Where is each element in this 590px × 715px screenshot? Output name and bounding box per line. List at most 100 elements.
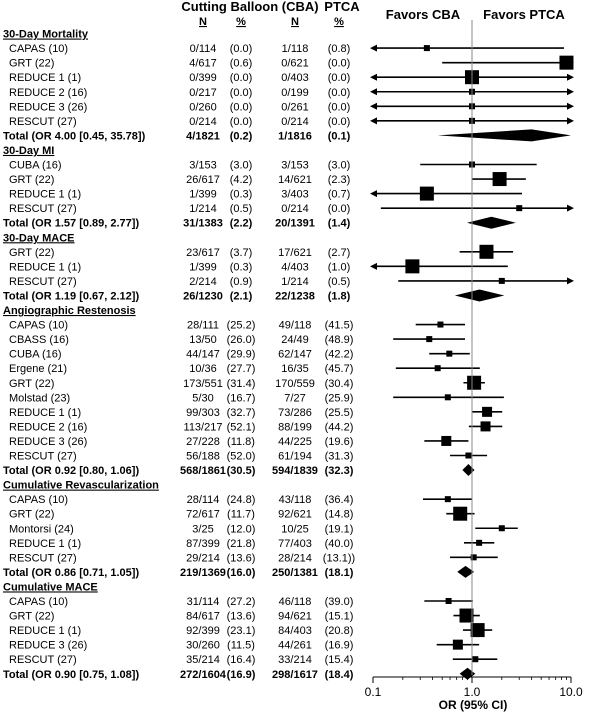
- ptca-percent: (19.1): [325, 523, 354, 535]
- cba-total-events: 568/1861: [180, 465, 226, 477]
- or-point: [405, 259, 420, 274]
- cba-events: 3/25: [192, 523, 213, 535]
- ptca-total-events: 594/1839: [272, 465, 318, 477]
- ptca-percent: (42.2): [325, 349, 354, 361]
- ptca-total-percent: (18.1): [325, 567, 354, 579]
- ptca-pct-header: %: [334, 16, 344, 28]
- cba-total-events: 31/1383: [183, 218, 223, 230]
- ci-arrow-right: [567, 117, 574, 125]
- cba-events: 28/111: [187, 320, 219, 332]
- cba-percent: (4.2): [230, 174, 253, 186]
- cba-percent: (13.6): [227, 552, 256, 564]
- ci-arrow-right: [567, 73, 574, 81]
- ptca-events: 0/621: [281, 58, 309, 70]
- or-point: [459, 608, 474, 623]
- cba-percent: (0.0): [230, 116, 253, 128]
- cba-events: 0/214: [189, 116, 217, 128]
- or-point: [498, 525, 505, 532]
- cba-events: 35/214: [186, 654, 220, 666]
- ptca-percent: (31.3): [325, 451, 354, 463]
- section-title: 30-Day MACE: [3, 232, 75, 244]
- ptca-events: 17/621: [278, 247, 312, 259]
- ptca-events: 3/403: [281, 189, 309, 201]
- cba-events: 4/617: [189, 58, 217, 70]
- ptca-total-percent: (18.4): [325, 669, 354, 681]
- ptca-events: 94/621: [278, 611, 312, 623]
- cba-events: 56/188: [186, 451, 220, 463]
- cba-total-percent: (2.1): [230, 290, 253, 302]
- cba-percent: (11.8): [227, 436, 255, 448]
- cba-total-percent: (30.5): [227, 465, 256, 477]
- cba-percent: (52.1): [227, 421, 256, 433]
- study-label: CUBA (16): [9, 160, 62, 172]
- cba-total-percent: (16.0): [227, 567, 256, 579]
- cba-percent: (27.2): [227, 596, 256, 608]
- cba-percent: (0.3): [230, 261, 253, 273]
- ptca-percent: (0.0): [328, 203, 351, 215]
- cba-percent: (16.4): [227, 654, 256, 666]
- cba-events: 3/153: [189, 160, 217, 172]
- or-point: [452, 639, 463, 650]
- cba-events: 5/30: [192, 392, 213, 404]
- study-label: RESCUT (27): [9, 203, 77, 215]
- cba-percent: (23.1): [227, 625, 256, 637]
- cba-events: 10/36: [189, 363, 217, 375]
- cba-percent: (0.0): [230, 72, 253, 84]
- cba-percent: (29.9): [227, 349, 256, 361]
- ptca-events: 88/199: [278, 421, 312, 433]
- cba-total-percent: (0.2): [230, 130, 253, 142]
- x-axis: 0.1 1.0 10.0: [365, 20, 583, 699]
- ptca-percent: (0.0): [328, 116, 351, 128]
- cba-events: 28/114: [187, 494, 220, 506]
- cba-total-events: 272/1604: [180, 669, 227, 681]
- or-point: [470, 554, 477, 561]
- ptca-events: 62/147: [278, 349, 312, 361]
- total-label: Total (OR 0.92 [0.80, 1.06]): [3, 465, 139, 477]
- ptca-events: 0/214: [281, 116, 309, 128]
- or-point: [476, 539, 483, 546]
- cba-events: 72/617: [186, 509, 220, 521]
- total-label: Total (OR 1.57 [0.89, 2.77]): [3, 218, 139, 230]
- cba-percent: (27.7): [227, 363, 256, 375]
- ptca-percent: (15.4): [325, 654, 354, 666]
- study-label: Montorsi (24): [9, 523, 74, 535]
- study-label: CAPAS (10): [9, 494, 68, 506]
- or-point: [492, 172, 507, 187]
- study-label: REDUCE 2 (16): [9, 87, 87, 99]
- ptca-percent: (0.0): [328, 101, 351, 113]
- or-point: [498, 277, 505, 284]
- ptca-percent: (0.8): [328, 43, 351, 55]
- cba-events: 29/214: [186, 552, 220, 564]
- ptca-events: 28/214: [278, 552, 312, 564]
- ptca-percent: (15.1): [325, 611, 354, 623]
- ptca-percent: (2.3): [328, 174, 351, 186]
- cba-percent: (0.5): [230, 203, 253, 215]
- or-point: [434, 365, 441, 372]
- ptca-percent: (44.2): [325, 421, 354, 433]
- ptca-events: 33/214: [278, 654, 312, 666]
- study-label: REDUCE 3 (26): [9, 101, 87, 113]
- ptca-events: 92/621: [278, 509, 312, 521]
- study-label: REDUCE 1 (1): [9, 261, 81, 273]
- cba-column-title: Cutting Balloon (CBA): [181, 0, 318, 14]
- cba-events: 44/147: [186, 349, 220, 361]
- cba-percent: (0.0): [230, 43, 253, 55]
- favors-ptca-label: Favors PTCA: [483, 7, 565, 22]
- or-point: [482, 406, 493, 417]
- cba-events: 87/399: [186, 538, 220, 550]
- or-point: [479, 244, 494, 259]
- or-point: [470, 623, 485, 638]
- study-label: Ergene (21): [9, 363, 67, 375]
- ptca-percent: (14.8): [325, 509, 354, 521]
- total-label: Total (OR 4.00 [0.45, 35.78]): [3, 130, 146, 142]
- or-point: [426, 336, 433, 343]
- cba-total-events: 4/1821: [186, 130, 220, 142]
- pooled-diamond: [462, 464, 475, 477]
- ptca-column-title: PTCA: [324, 0, 360, 14]
- ci-arrow-right: [567, 102, 574, 110]
- tick-label: 1.0: [464, 685, 481, 699]
- ptca-total-percent: (32.3): [325, 465, 354, 477]
- ptca-events: 84/403: [278, 625, 312, 637]
- ptca-events: 46/118: [279, 596, 312, 608]
- ci-arrow-left: [370, 190, 377, 198]
